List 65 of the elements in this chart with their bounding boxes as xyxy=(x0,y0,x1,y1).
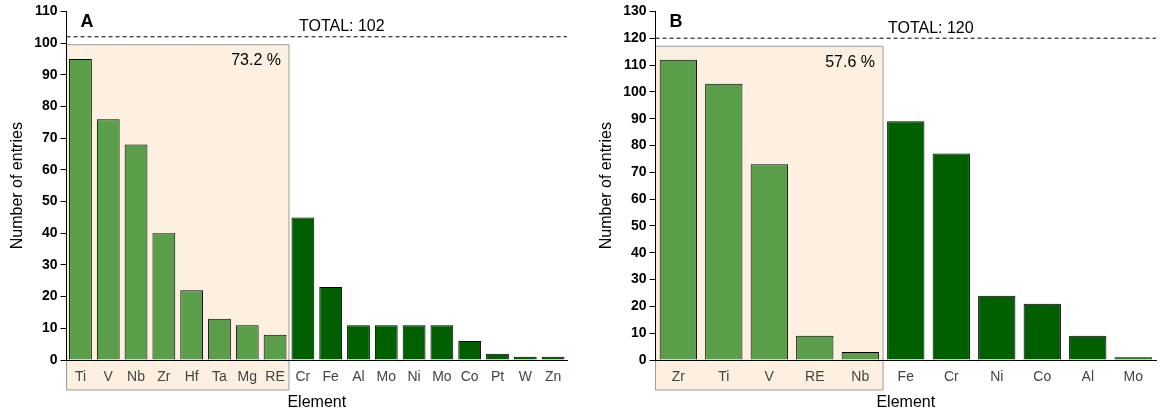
y-axis-title: Number of entries xyxy=(8,122,26,250)
x-tick-label: Al xyxy=(352,368,365,385)
x-axis-title: Element xyxy=(287,392,347,410)
y-tick-label: 10 xyxy=(630,324,647,341)
x-tick-label: V xyxy=(103,368,114,385)
x-tick-label: Ti xyxy=(718,368,730,385)
x-tick-label: Pt xyxy=(490,368,505,385)
y-axis-title: Number of entries xyxy=(597,122,615,250)
y-tick-label: 70 xyxy=(630,163,647,180)
band-label: 57.6 % xyxy=(825,52,876,70)
y-tick-label: 30 xyxy=(41,255,58,272)
y-tick-label: 70 xyxy=(41,129,58,146)
y-tick-label: 30 xyxy=(630,270,647,287)
x-tick-label: Ti xyxy=(74,368,87,385)
y-tick-label: 120 xyxy=(623,29,647,46)
x-tick-label: Mo xyxy=(1123,368,1144,385)
y-tick-label: 60 xyxy=(630,189,647,206)
y-tick-label: 0 xyxy=(638,350,647,367)
y-tick-label: 80 xyxy=(630,136,647,153)
x-tick-label: Fe xyxy=(897,368,915,385)
x-tick-label: Cr xyxy=(295,368,311,385)
chart-title: A xyxy=(80,11,94,32)
x-tick-label: Cr xyxy=(943,368,959,385)
x-tick-label: Ta xyxy=(212,368,228,385)
x-axis-title: Element xyxy=(876,392,936,410)
ref-line-label: TOTAL: 102 xyxy=(298,17,385,35)
band-label: 73.2 % xyxy=(231,51,281,69)
x-tick-label: Mo xyxy=(376,368,397,385)
y-tick-label: 90 xyxy=(630,109,647,126)
x-tick-label: Zr xyxy=(157,368,171,385)
y-tick-label: 80 xyxy=(41,97,58,114)
x-tick-label: Nb xyxy=(851,368,870,385)
x-tick-label: W xyxy=(518,368,533,385)
y-tick-label: 110 xyxy=(34,2,58,19)
y-tick-label: 100 xyxy=(623,82,647,99)
x-tick-label: Ni xyxy=(407,368,421,385)
y-tick-label: 0 xyxy=(49,350,58,367)
x-tick-label: Fe xyxy=(322,368,340,385)
x-tick-label: Nb xyxy=(127,368,146,385)
y-tick-label: 50 xyxy=(41,192,58,209)
x-tick-label: Ni xyxy=(990,368,1004,385)
x-tick-label: Co xyxy=(460,368,479,385)
y-tick-label: 10 xyxy=(41,319,58,336)
x-tick-label: Hf xyxy=(184,368,199,385)
y-tick-label: 60 xyxy=(41,160,58,177)
x-tick-label: V xyxy=(764,368,775,385)
y-tick-label: 50 xyxy=(630,216,647,233)
y-tick-label: 90 xyxy=(41,65,58,82)
x-tick-label: Mo xyxy=(432,368,452,385)
chart-title: B xyxy=(669,11,683,32)
y-tick-label: 110 xyxy=(623,55,647,72)
x-tick-label: Zn xyxy=(544,368,562,385)
y-tick-label: 40 xyxy=(630,243,647,260)
y-tick-label: 40 xyxy=(41,224,58,241)
x-tick-label: Mg xyxy=(237,368,257,385)
y-tick-label: 100 xyxy=(34,33,58,50)
y-tick-label: 20 xyxy=(630,297,647,314)
y-tick-label: 20 xyxy=(41,287,58,304)
x-tick-label: Zr xyxy=(671,368,686,385)
x-tick-label: Co xyxy=(1033,368,1052,385)
y-tick-label: 130 xyxy=(623,2,647,19)
x-tick-label: Al xyxy=(1081,368,1094,385)
ref-line-label: TOTAL: 120 xyxy=(887,18,974,36)
x-tick-label: RE xyxy=(805,368,825,385)
x-tick-label: RE xyxy=(265,368,285,385)
